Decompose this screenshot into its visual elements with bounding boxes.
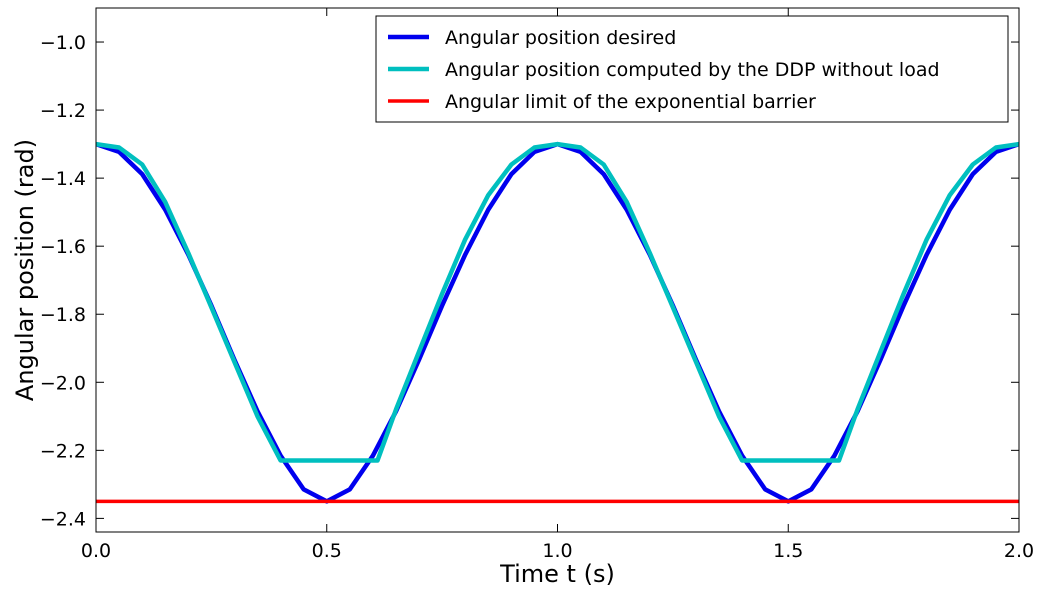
y-tick-label: −2.4 <box>40 508 86 530</box>
y-tick-label: −2.2 <box>40 440 86 462</box>
x-tick-label: 1.5 <box>773 540 803 562</box>
legend-label: Angular position desired <box>445 27 676 49</box>
y-tick-label: −1.6 <box>40 236 86 258</box>
y-axis-label: Angular position (rad) <box>11 139 39 401</box>
series-line-2 <box>96 141 1019 463</box>
x-tick-label: 0.0 <box>81 540 111 562</box>
x-axis-label: Time t (s) <box>499 560 615 588</box>
y-tick-label: −1.0 <box>40 32 86 54</box>
x-tick-label: 1.0 <box>542 540 572 562</box>
legend: Angular position desired Angular position… <box>375 15 1009 123</box>
y-tick-label: −1.8 <box>40 304 86 326</box>
legend-label: Angular limit of the exponential barrier <box>445 91 816 113</box>
y-tick-label: −2.0 <box>40 372 86 394</box>
y-tick-label: −1.2 <box>40 100 86 122</box>
x-tick-label: 0.5 <box>312 540 342 562</box>
legend-label: Angular position computed by the DDP wit… <box>445 59 940 81</box>
plot-lines <box>96 141 1019 504</box>
axis-ticks: 0.0 0.5 1.0 1.5 2.0 −1.0 −1.2 −1.4 −1.6 −1.8 −2.0 −… <box>40 8 1034 562</box>
legend-box <box>375 15 1009 123</box>
series-line-1 <box>96 141 1019 504</box>
y-tick-label: −1.4 <box>40 168 86 190</box>
x-tick-label: 2.0 <box>1004 540 1034 562</box>
